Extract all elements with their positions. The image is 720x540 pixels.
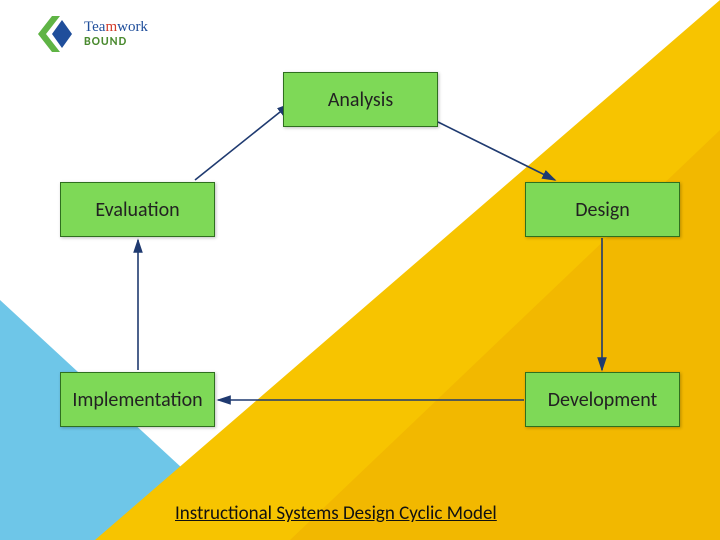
logo-chevron-icon bbox=[38, 16, 78, 52]
node-label: Evaluation bbox=[95, 198, 179, 222]
node-design: Design bbox=[525, 182, 680, 237]
logo-wordmark-line2: BOUND bbox=[84, 36, 148, 49]
node-label: Development bbox=[548, 388, 658, 412]
edge-analysis-to-design bbox=[438, 122, 555, 180]
edge-evaluation-to-analysis bbox=[195, 104, 290, 180]
node-label: Implementation bbox=[72, 388, 202, 412]
node-analysis: Analysis bbox=[283, 72, 438, 127]
node-label: Analysis bbox=[328, 88, 393, 112]
teamwork-bound-logo: Teamwork BOUND bbox=[38, 16, 148, 52]
logo-wordmark-line1: Teamwork bbox=[84, 20, 148, 36]
node-label: Design bbox=[575, 198, 630, 222]
diagram-title: Instructional Systems Design Cyclic Mode… bbox=[175, 502, 497, 525]
node-development: Development bbox=[525, 372, 680, 427]
node-evaluation: Evaluation bbox=[60, 182, 215, 237]
node-implementation: Implementation bbox=[60, 372, 215, 427]
